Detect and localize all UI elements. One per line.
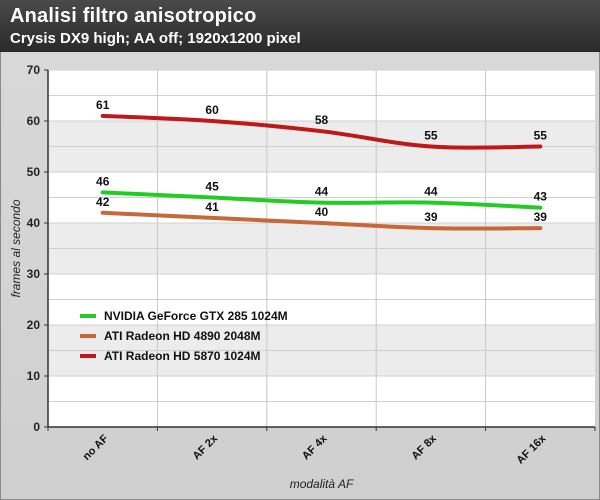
y-tick-label: 20	[27, 318, 41, 332]
data-label: 41	[205, 200, 219, 214]
y-tick-label: 50	[27, 165, 41, 179]
series-lines	[100, 113, 543, 231]
chart-header: Analisi filtro anisotropico Crysis DX9 h…	[0, 0, 600, 52]
data-label: 45	[205, 180, 219, 194]
legend-label: ATI Radeon HD 4890 2048M	[104, 329, 261, 343]
data-label: 60	[205, 103, 219, 117]
data-label: 42	[96, 195, 110, 209]
y-tick-label: 60	[27, 114, 41, 128]
data-label: 55	[424, 129, 438, 143]
x-tick-label: AF 2x	[191, 432, 221, 462]
data-labels: 46 45 44 44 43 42 41 40 39 39 61 60 58 55 55	[96, 98, 547, 224]
data-label: 55	[534, 129, 548, 143]
y-tick-label: 70	[27, 63, 41, 77]
data-label: 39	[534, 210, 548, 224]
x-tick-label: AF 4x	[300, 432, 330, 462]
x-axis-title: modalità AF	[290, 477, 354, 491]
series-line	[100, 113, 543, 150]
legend-label: NVIDIA GeForce GTX 285 1024M	[104, 309, 288, 323]
data-label: 39	[424, 210, 438, 224]
legend-label: ATI Radeon HD 5870 1024M	[104, 349, 261, 363]
data-label: 61	[96, 98, 110, 112]
line-chart: 0 10 20 30 40 50 60 70 no AF AF 2x AF 4x AF 8x AF 1…	[9, 63, 596, 491]
y-tick-label: 10	[27, 369, 41, 383]
x-tick-labels: no AF AF 2x AF 4x AF 8x AF 16x	[81, 432, 549, 467]
data-label: 43	[534, 190, 548, 204]
y-axis-title: frames al secondo	[9, 199, 23, 297]
chart-subtitle: Crysis DX9 high; AA off; 1920x1200 pixel	[10, 30, 301, 47]
y-tick-label: 0	[33, 420, 40, 434]
data-label: 44	[315, 185, 329, 199]
data-label: 58	[315, 113, 329, 127]
chart-title: Analisi filtro anisotropico	[10, 5, 257, 27]
legend: NVIDIA GeForce GTX 285 1024M ATI Radeon H…	[80, 309, 288, 363]
y-tick-label: 40	[27, 216, 41, 230]
axes	[44, 69, 596, 431]
y-tick-label: 30	[27, 267, 41, 281]
data-label: 44	[424, 185, 438, 199]
series-line	[100, 210, 543, 231]
x-tick-label: AF 16x	[514, 432, 549, 467]
x-tick-label: AF 8x	[409, 432, 439, 462]
data-label: 40	[315, 205, 329, 219]
data-label: 46	[96, 174, 110, 188]
x-tick-label: no AF	[81, 432, 111, 462]
series-line	[100, 190, 543, 210]
y-tick-labels: 0 10 20 30 40 50 60 70	[27, 63, 41, 434]
